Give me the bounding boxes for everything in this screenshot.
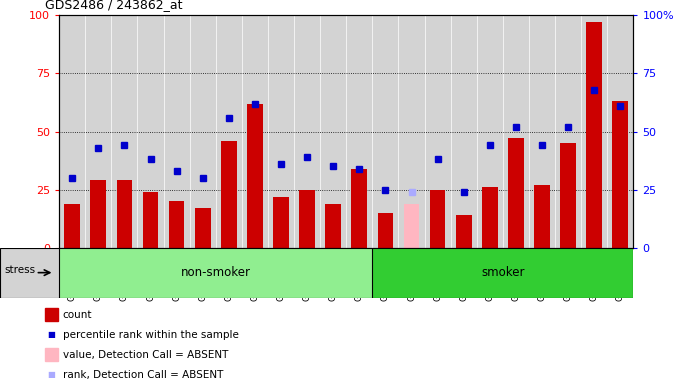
- Text: value, Detection Call = ABSENT: value, Detection Call = ABSENT: [63, 350, 228, 360]
- Bar: [169, 201, 184, 248]
- Bar: [378, 213, 393, 248]
- Text: GDS2486 / 243862_at: GDS2486 / 243862_at: [45, 0, 183, 12]
- Bar: [299, 190, 315, 248]
- Bar: [247, 104, 263, 248]
- Bar: [65, 204, 80, 248]
- Bar: [535, 185, 550, 248]
- Bar: [612, 101, 628, 248]
- Text: count: count: [63, 310, 92, 320]
- Text: non-smoker: non-smoker: [181, 266, 251, 279]
- Bar: [351, 169, 367, 248]
- FancyBboxPatch shape: [372, 248, 633, 298]
- Bar: [482, 187, 498, 248]
- Text: ■: ■: [47, 330, 56, 339]
- Text: ■: ■: [47, 370, 56, 379]
- Bar: [456, 215, 472, 248]
- Bar: [143, 192, 159, 248]
- Bar: [274, 197, 289, 248]
- Text: stress: stress: [5, 265, 36, 275]
- Bar: [429, 190, 445, 248]
- Bar: [508, 139, 524, 248]
- Text: rank, Detection Call = ABSENT: rank, Detection Call = ABSENT: [63, 370, 223, 380]
- Bar: [325, 204, 341, 248]
- FancyBboxPatch shape: [59, 248, 372, 298]
- Bar: [195, 208, 211, 248]
- Text: percentile rank within the sample: percentile rank within the sample: [63, 330, 239, 340]
- Bar: [560, 143, 576, 248]
- Bar: [404, 204, 419, 248]
- Text: smoker: smoker: [481, 266, 525, 279]
- Bar: [90, 180, 106, 248]
- Bar: [586, 22, 602, 248]
- Bar: [221, 141, 237, 248]
- FancyBboxPatch shape: [0, 248, 59, 298]
- Bar: [117, 180, 132, 248]
